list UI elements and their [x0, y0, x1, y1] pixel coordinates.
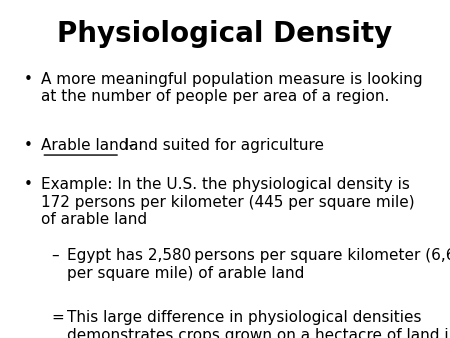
- Text: •: •: [24, 177, 33, 192]
- Text: Example: In the U.S. the physiological density is
172 persons per kilometer (445: Example: In the U.S. the physiological d…: [41, 177, 415, 227]
- Text: Physiological Density: Physiological Density: [58, 20, 392, 48]
- Text: This large difference in physiological densities
demonstrates crops grown on a h: This large difference in physiological d…: [68, 310, 450, 338]
- Text: Arable land-: Arable land-: [41, 138, 135, 153]
- Text: •: •: [24, 138, 33, 153]
- Text: =: =: [52, 310, 70, 325]
- Text: A more meaningful population measure is looking
at the number of people per area: A more meaningful population measure is …: [41, 72, 423, 104]
- Text: –: –: [52, 248, 65, 264]
- Text: Egypt has 2,580 persons per square kilometer (6,682
per square mile) of arable l: Egypt has 2,580 persons per square kilom…: [68, 248, 450, 281]
- Text: •: •: [24, 72, 33, 87]
- Text: land suited for agriculture: land suited for agriculture: [120, 138, 324, 153]
